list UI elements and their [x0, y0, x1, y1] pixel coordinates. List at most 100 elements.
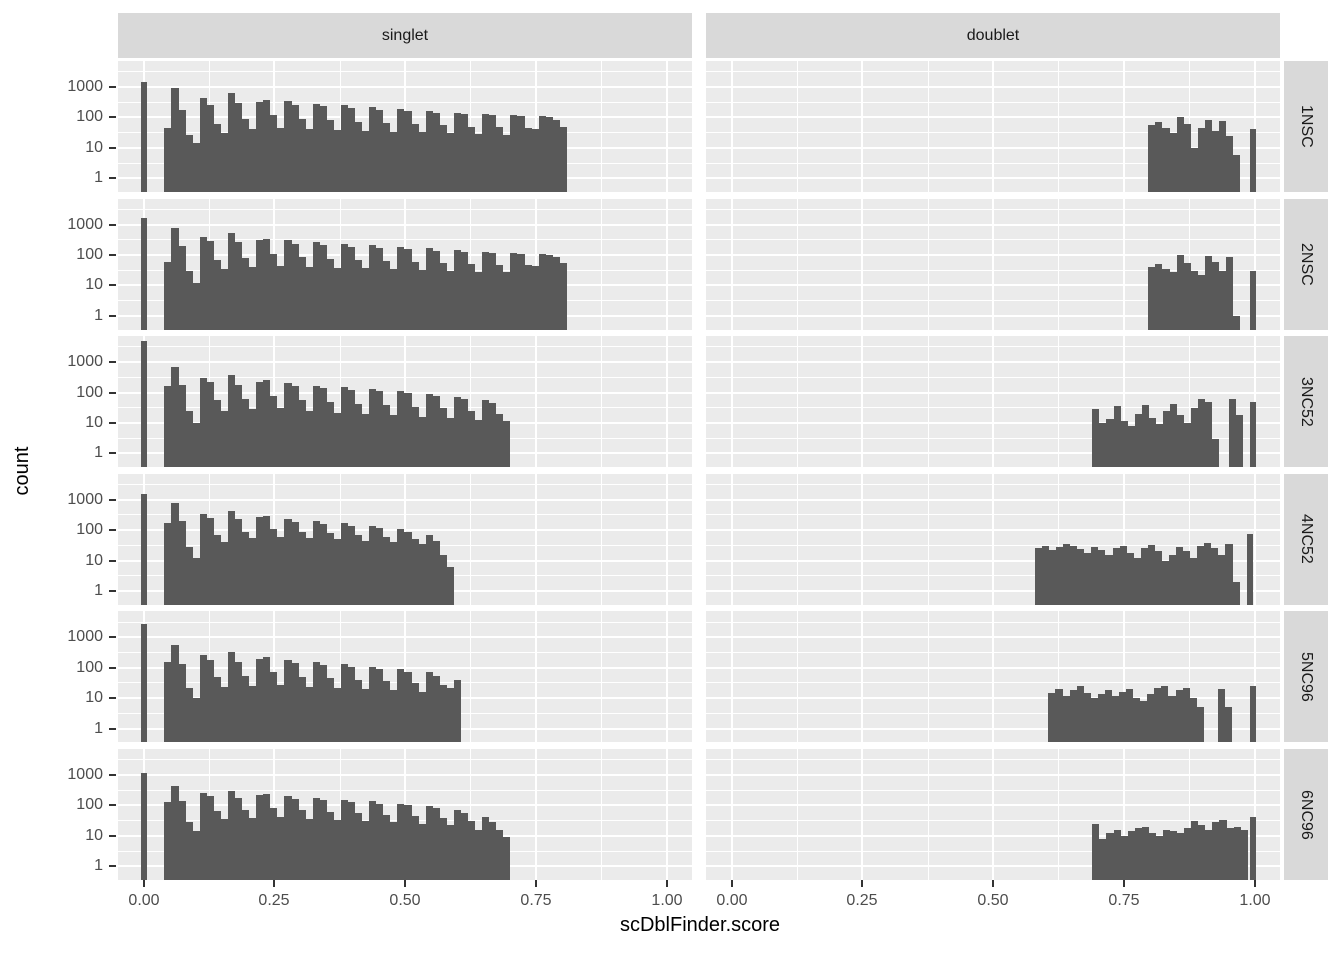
histogram-bar	[327, 402, 334, 468]
histogram-bar	[503, 837, 510, 880]
histogram-bar	[179, 384, 186, 468]
histogram-bar	[362, 689, 369, 743]
histogram-bar	[461, 252, 468, 330]
facet-strip-right-2NSC: 2NSC	[1284, 198, 1328, 330]
gridline-minor-v	[1189, 473, 1190, 605]
histogram-bar	[1184, 124, 1191, 192]
y-tick-label: 1000	[67, 766, 103, 783]
y-tick-label: 100	[76, 796, 103, 814]
histogram-bar	[277, 127, 284, 192]
y-tick-label: 1	[94, 857, 103, 875]
histogram-bar	[412, 682, 419, 743]
histogram-bar	[1250, 817, 1256, 880]
histogram-bar	[221, 268, 228, 330]
histogram-bar	[426, 672, 433, 743]
histogram-bar	[503, 135, 510, 192]
histogram-bar	[200, 792, 207, 880]
histogram-bar	[440, 408, 447, 468]
histogram-bar	[1190, 698, 1197, 743]
gridline-minor-v	[797, 749, 798, 880]
y-tick-label: 1000	[67, 490, 103, 508]
histogram-bar	[242, 675, 249, 743]
facet-strip-right-3NC52: 3NC52	[1284, 336, 1328, 468]
histogram-bar	[270, 528, 277, 605]
y-tick-mark	[109, 666, 116, 669]
histogram-bar	[228, 374, 235, 468]
histogram-bar	[404, 805, 412, 880]
x-tick-mark	[535, 880, 537, 887]
histogram-bar	[1063, 695, 1070, 743]
facet-strip-right-4NC52: 4NC52	[1284, 473, 1328, 605]
y-tick-mark	[109, 361, 116, 364]
histogram-bar	[1049, 550, 1056, 605]
histogram-bar	[320, 388, 327, 468]
histogram-bar	[235, 242, 242, 330]
facet-panel-1NSC-singlet	[118, 61, 692, 192]
gridline-minor-v	[601, 198, 602, 330]
histogram-bar	[1184, 262, 1191, 330]
histogram-bar	[214, 534, 221, 605]
histogram-bar	[369, 666, 376, 743]
gridline-minor-v	[601, 473, 602, 605]
y-tick-label: 100	[76, 108, 103, 126]
histogram-bar	[306, 410, 313, 468]
histogram-bar	[1177, 415, 1184, 468]
histogram-bar	[355, 813, 362, 880]
gridline-major-v	[1123, 473, 1125, 605]
histogram-bar	[1226, 257, 1233, 330]
histogram-bar	[419, 132, 426, 192]
histogram-bar	[284, 796, 292, 880]
histogram-bar	[397, 528, 404, 605]
histogram-bar	[1205, 402, 1212, 468]
histogram-bar	[334, 539, 341, 605]
gridline-major-v	[731, 473, 733, 605]
gridline-minor-v	[928, 336, 929, 468]
histogram-bar	[313, 662, 320, 743]
histogram-bar	[179, 800, 186, 880]
histogram-bar	[1204, 542, 1211, 605]
histogram-bar	[228, 652, 235, 743]
histogram-bar	[1035, 548, 1042, 605]
histogram-bar	[1099, 422, 1106, 468]
histogram-bar	[433, 675, 440, 743]
gridline-minor-v	[1058, 61, 1059, 192]
histogram-bar	[419, 691, 426, 743]
histogram-bar	[299, 118, 306, 192]
histogram-bar	[412, 815, 419, 880]
histogram-bar	[1135, 828, 1142, 880]
histogram-bar	[496, 127, 503, 192]
histogram-bar	[284, 383, 292, 468]
histogram-bar	[461, 399, 468, 468]
histogram-bar	[447, 270, 454, 330]
gridline-minor-v	[340, 611, 341, 743]
y-tick-mark	[109, 590, 116, 592]
histogram-bar	[334, 412, 341, 468]
histogram-bar	[242, 257, 249, 330]
histogram-bar	[263, 515, 270, 605]
histogram-bar	[1227, 828, 1234, 880]
histogram-bar	[270, 114, 277, 192]
histogram-bar	[1121, 835, 1128, 880]
histogram-bar	[341, 664, 348, 743]
x-tick-mark	[273, 880, 275, 887]
gridline-major-v	[861, 611, 863, 743]
histogram-bar	[1155, 122, 1162, 192]
histogram-bar	[284, 101, 292, 192]
y-tick-label: 10	[85, 414, 103, 431]
histogram-bar	[1114, 406, 1121, 468]
histogram-bar	[1155, 264, 1162, 330]
x-tick-label: 0.25	[846, 892, 878, 909]
histogram-bar	[489, 114, 496, 192]
histogram-bar	[320, 106, 327, 192]
histogram-bar	[1063, 544, 1070, 605]
histogram-bar	[1184, 422, 1191, 468]
histogram-bar	[1170, 271, 1177, 330]
gridline-minor-v	[1058, 611, 1059, 743]
histogram-bar	[397, 108, 404, 192]
histogram-bar	[299, 400, 306, 468]
histogram-bar	[207, 241, 214, 330]
y-tick-mark	[109, 284, 116, 287]
y-tick-label: 1000	[67, 628, 103, 646]
histogram-bar	[193, 698, 200, 743]
histogram-bar	[341, 105, 348, 192]
